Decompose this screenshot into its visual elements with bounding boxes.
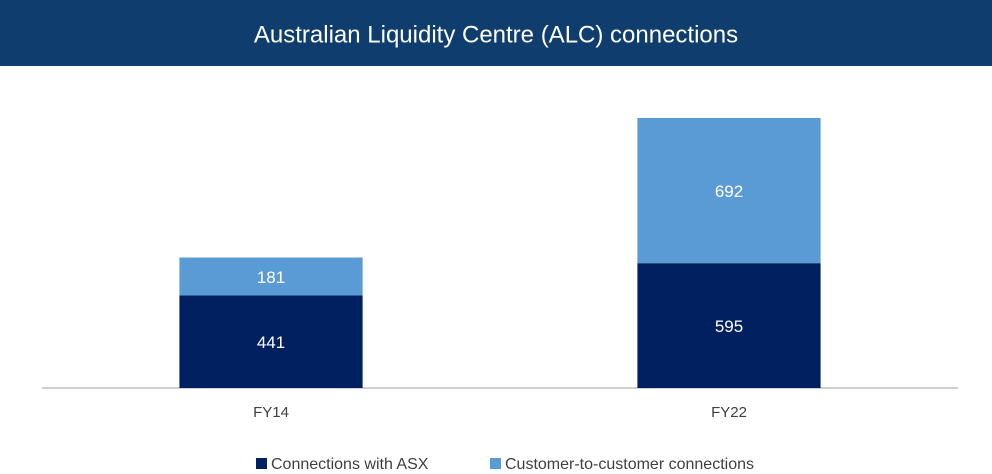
bar-segment — [637, 263, 821, 388]
data-label: 692 — [715, 182, 743, 201]
bar-segment — [179, 257, 363, 296]
data-label: 181 — [257, 268, 285, 287]
legend-label: Connections with ASX — [271, 456, 429, 473]
legend-swatch — [256, 458, 267, 469]
x-tick-label: FY14 — [253, 404, 289, 421]
chart-title: Australian Liquidity Centre (ALC) connec… — [254, 21, 738, 48]
title-banner — [0, 0, 992, 66]
x-tick-label: FY22 — [711, 404, 747, 421]
legend-swatch — [490, 458, 501, 469]
data-label: 595 — [715, 317, 743, 336]
bar-segment — [179, 295, 363, 388]
bar-segment — [637, 118, 821, 264]
legend-label: Customer-to-customer connections — [505, 456, 754, 473]
data-label: 441 — [257, 333, 285, 352]
